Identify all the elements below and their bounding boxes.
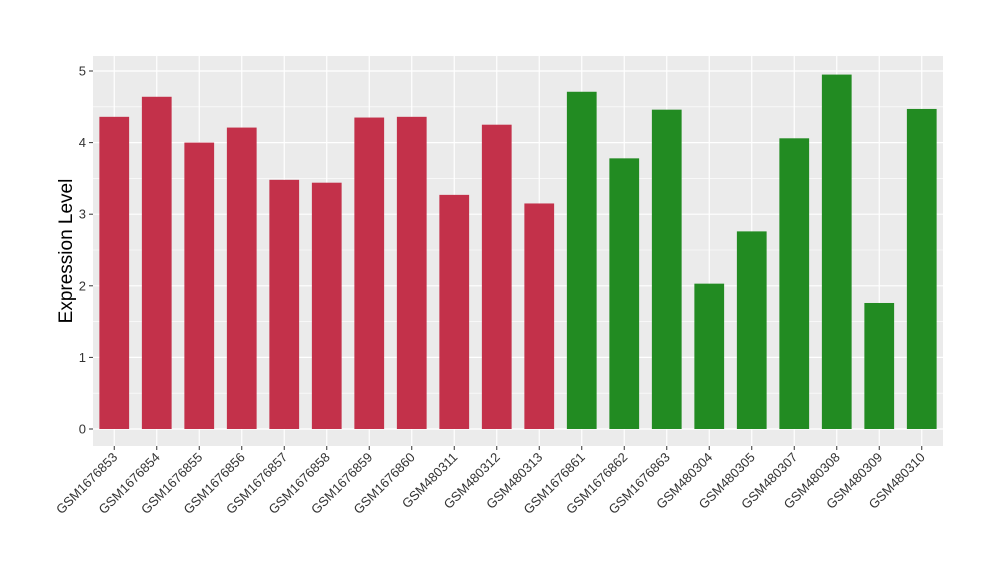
bar-GSM1676862 [609,158,640,430]
bar-GSM480305 [736,231,767,429]
y-tick-label: 0 [79,422,86,437]
bar-GSM480313 [524,203,555,429]
y-tick-label: 5 [79,64,86,79]
y-tick-label: 1 [79,350,86,365]
bar-GSM1676857 [269,179,300,429]
bar-GSM1676861 [566,91,597,429]
bar-GSM480309 [864,302,895,429]
bar-GSM480310 [906,108,937,429]
bar-GSM480307 [779,138,810,429]
y-tick-label: 3 [79,207,86,222]
bar-GSM1676863 [651,109,682,429]
bars [99,74,937,430]
bar-GSM1676858 [311,182,342,429]
bar-GSM1676853 [99,116,130,429]
y-tick-label: 2 [79,278,86,293]
bar-GSM1676856 [226,127,257,430]
y-axis-title: Expression Level [56,179,77,324]
bar-GSM1676859 [354,117,385,429]
bar-GSM1676854 [141,96,172,429]
bar-GSM480308 [821,74,852,429]
plot-panel [93,56,943,446]
bar-GSM1676860 [396,116,427,429]
bar-GSM480311 [439,194,470,429]
bar-GSM480312 [481,124,512,429]
y-axis: 0 1 2 3 4 5 [79,64,93,437]
bar-GSM480304 [694,283,725,429]
x-axis: GSM1676853GSM1676854GSM1676855GSM1676856… [53,446,928,517]
y-tick-label: 4 [79,135,86,150]
bar-GSM1676855 [184,142,215,429]
